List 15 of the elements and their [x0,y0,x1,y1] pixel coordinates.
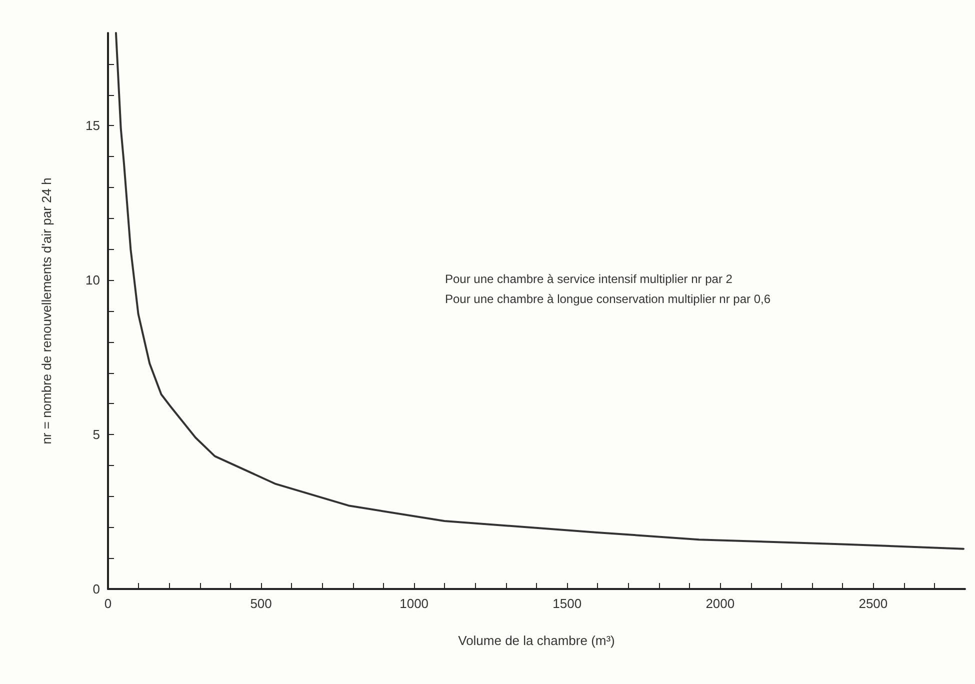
y-tick-label: 15 [86,118,100,134]
y-tick-label: 5 [92,427,100,442]
annotation: Pour une chambre à service intensif multiplier nr par 2 [445,272,733,286]
x-tick-label: 2500 [858,596,888,611]
x-tick-label: 2000 [706,596,735,611]
y-tick-label: 0 [92,582,100,596]
y-axis-title: nr = nombre de renouvellements d'air par 24 h [39,178,54,444]
x-tick-label: 1000 [400,596,429,611]
x-tick-label: 1500 [552,596,582,611]
x-axis-title: Volume de la chambre (m³) [458,633,615,648]
line-series [114,32,964,550]
annotation: Pour une chambre à longue conservation multiplier nr par 0,6 [445,292,771,306]
x-tick-label: 500 [250,596,272,611]
y-tick-label: 10 [86,272,100,288]
x-tick-label: 0 [104,596,112,611]
